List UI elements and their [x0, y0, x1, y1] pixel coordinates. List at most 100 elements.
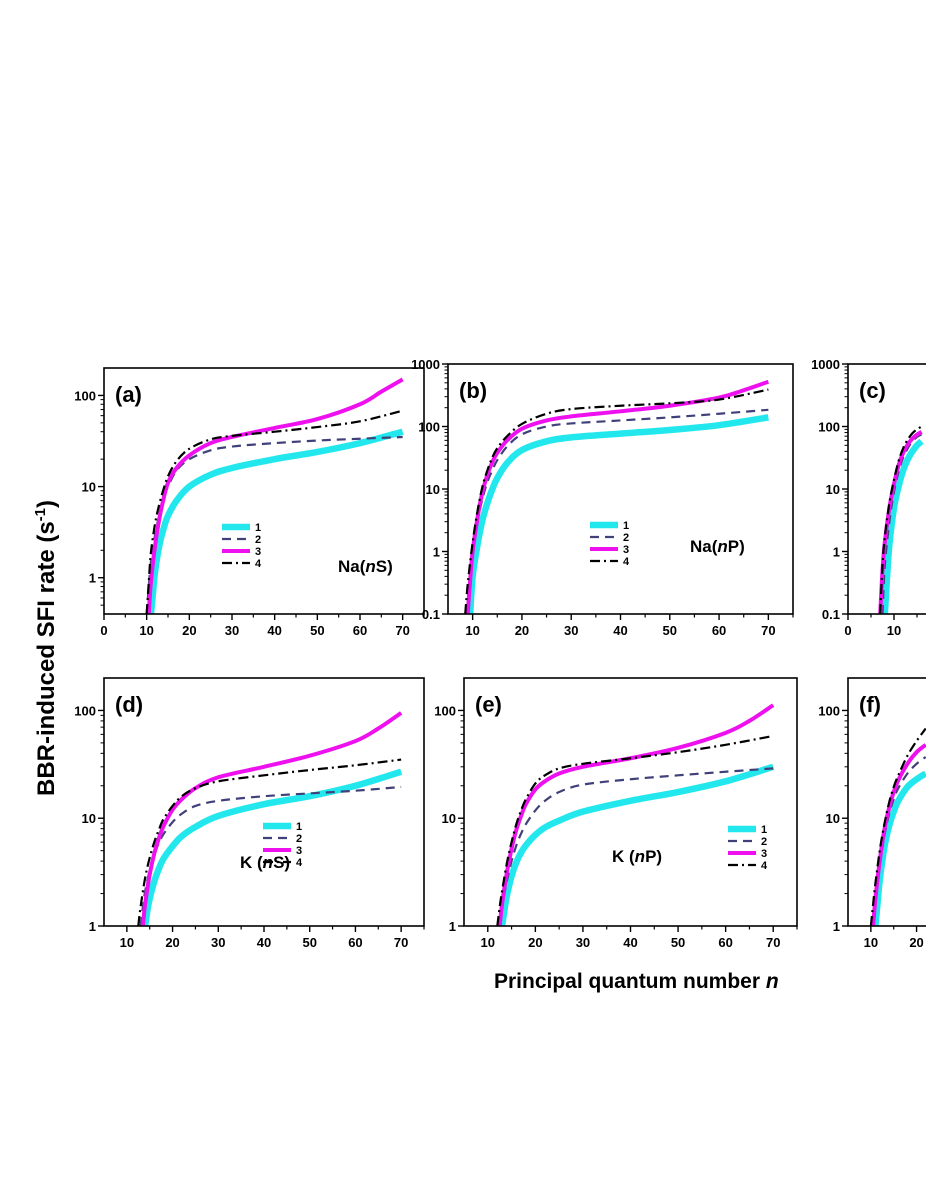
x-tick-label: 60 [712, 623, 726, 638]
species-n: n [717, 537, 727, 556]
x-tick-label: 40 [613, 623, 627, 638]
species-suffix: P) [728, 537, 745, 556]
y-tick-label: 0.1 [422, 607, 440, 622]
x-tick-label: 0 [844, 623, 851, 638]
panel-a-curves [145, 377, 404, 614]
panel-b-curves [464, 379, 770, 614]
series-4-line [496, 734, 774, 926]
legend-label-1: 1 [761, 824, 767, 836]
x-tick-label: 40 [267, 623, 281, 638]
x-tick-label: 20 [182, 623, 196, 638]
series-4-line [869, 727, 926, 926]
x-tick-label: 60 [718, 935, 732, 950]
species-n: n [365, 557, 375, 576]
legend-label-3: 3 [761, 848, 767, 860]
x-tick-label: 30 [225, 623, 239, 638]
panel-a-species-label: Na(nS) [338, 557, 393, 576]
panel-f-curves [869, 727, 926, 926]
y-tick-label: 1 [89, 919, 96, 934]
y-axis-title-main: BBR-induced SFI rate (s [33, 521, 60, 796]
panel-b-label: (b) [459, 378, 487, 403]
x-tick-label: 70 [394, 935, 408, 950]
y-tick-label: 100 [434, 703, 456, 718]
legend-label-2: 2 [761, 836, 767, 848]
series-3-line [465, 379, 770, 614]
y-tick-label: 10 [82, 811, 96, 826]
series-1-line [872, 770, 926, 926]
species-suffix: S) [273, 853, 290, 872]
legend-label-2: 2 [296, 833, 302, 845]
panel-c-curves [878, 425, 924, 614]
series-3-line [497, 703, 775, 926]
x-tick-label: 70 [395, 623, 409, 638]
x-tick-label: 0 [100, 623, 107, 638]
x-tick-label: 20 [165, 935, 179, 950]
panel-f-frame [847, 677, 926, 927]
x-tick-label: 70 [761, 623, 775, 638]
panel-e-curves [496, 703, 775, 926]
x-tick-label: 40 [257, 935, 271, 950]
y-tick-label: 100 [818, 703, 840, 718]
species-prefix: Na( [338, 557, 366, 576]
series-1-line [466, 414, 769, 614]
legend-label-1: 1 [623, 520, 629, 532]
y-tick-label: 1 [833, 919, 840, 934]
x-tick-label: 10 [887, 623, 901, 638]
x-tick-label: 10 [481, 935, 495, 950]
y-tick-label: 1000 [811, 357, 840, 372]
x-axis-title: Principal quantum number n [494, 970, 779, 993]
y-axis-title-close: ) [33, 500, 60, 508]
x-tick-label: 10 [465, 623, 479, 638]
series-2-line [145, 435, 403, 614]
x-tick-label: 30 [564, 623, 578, 638]
panel-b-frame [447, 363, 794, 615]
panel-b-species-label: Na(nP) [690, 537, 745, 556]
species-n: n [635, 847, 645, 866]
species-suffix: S) [376, 557, 393, 576]
x-tick-label: 50 [302, 935, 316, 950]
x-tick-label: 30 [576, 935, 590, 950]
x-tick-label: 60 [353, 623, 367, 638]
legend-label-4: 4 [296, 857, 303, 869]
legend-label-4: 4 [623, 556, 630, 568]
series-1-line [881, 438, 924, 614]
legend-label-4: 4 [255, 558, 262, 570]
x-tick-label: 20 [515, 623, 529, 638]
species-prefix: K ( [612, 847, 635, 866]
x-tick-label: 10 [139, 623, 153, 638]
series-1-line [141, 768, 403, 926]
panel-a-label: (a) [115, 382, 142, 407]
y-tick-label: 1 [89, 571, 96, 586]
y-tick-label: 1000 [411, 357, 440, 372]
x-tick-label: 50 [663, 623, 677, 638]
legend-label-3: 3 [623, 544, 629, 556]
x-tick-label: 50 [310, 623, 324, 638]
panel-c: 0 10 0.1 1 10 100 1000 (c) [811, 357, 926, 638]
y-tick-label: 100 [74, 388, 96, 403]
x-tick-label: 60 [348, 935, 362, 950]
x-tick-label: 50 [671, 935, 685, 950]
x-axis-title-main: Principal quantum number [494, 970, 766, 993]
series-3-line [140, 711, 403, 926]
panel-d-curves [137, 711, 403, 926]
x-tick-label: 20 [909, 935, 923, 950]
species-suffix: P) [645, 847, 662, 866]
y-tick-label: 100 [818, 420, 840, 435]
panel-d-label: (d) [115, 692, 143, 717]
y-tick-label: 10 [426, 482, 440, 497]
x-tick-label: 40 [623, 935, 637, 950]
panel-c-label: (c) [859, 378, 886, 403]
y-tick-label: 10 [82, 480, 96, 495]
y-tick-label: 100 [74, 703, 96, 718]
panel-f-label: (f) [859, 692, 881, 717]
legend-label-3: 3 [255, 546, 261, 558]
y-tick-label: 1 [833, 545, 840, 560]
series-3-line [146, 377, 404, 614]
series-4-line [464, 388, 769, 614]
y-tick-label: 1 [433, 545, 440, 560]
